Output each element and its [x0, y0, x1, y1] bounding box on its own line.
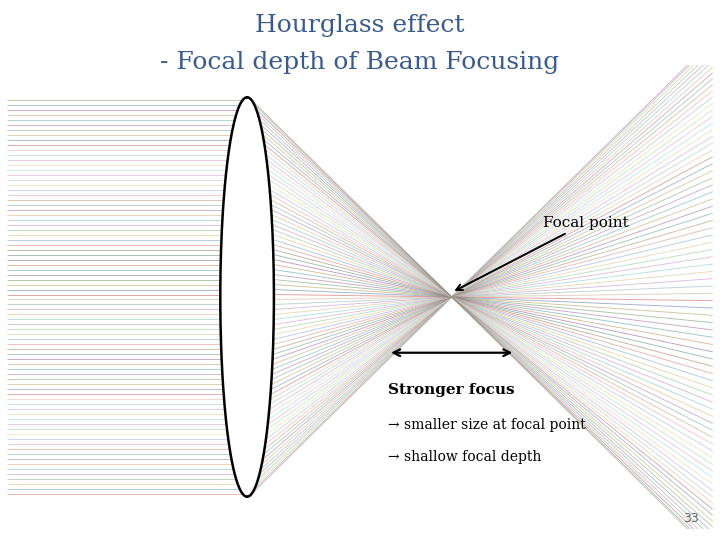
Text: → smaller size at focal point: → smaller size at focal point	[388, 418, 586, 431]
Text: Stronger focus: Stronger focus	[388, 383, 515, 397]
Text: - Focal depth of Beam Focusing: - Focal depth of Beam Focusing	[161, 51, 559, 74]
Text: → shallow focal depth: → shallow focal depth	[388, 450, 541, 464]
Text: 33: 33	[683, 511, 698, 524]
Text: Focal point: Focal point	[456, 215, 629, 290]
Text: Hourglass effect: Hourglass effect	[256, 14, 464, 37]
